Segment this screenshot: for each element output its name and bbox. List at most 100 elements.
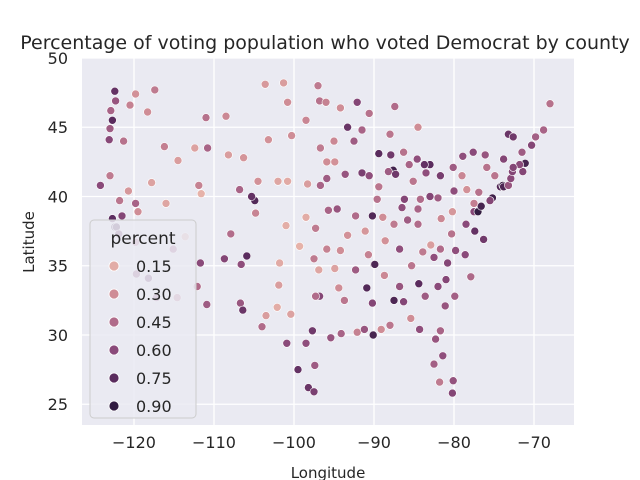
data-point <box>539 125 548 135</box>
data-point <box>390 102 400 111</box>
data-point <box>360 226 370 236</box>
data-point <box>303 179 312 189</box>
data-point <box>332 204 342 214</box>
legend-label: 0.60 <box>136 341 172 360</box>
data-point <box>203 143 212 153</box>
data-point <box>399 297 408 307</box>
data-point <box>293 365 303 374</box>
data-point <box>190 143 200 153</box>
data-point <box>301 338 311 348</box>
data-point <box>490 171 500 180</box>
data-point <box>251 208 260 218</box>
legend-label: 0.90 <box>136 397 172 416</box>
legend: percent 0.15 0.30 0.45 0.60 0.75 0.90 <box>89 219 197 419</box>
data-point <box>150 85 160 95</box>
data-point <box>448 376 458 386</box>
data-point <box>408 177 418 186</box>
data-point <box>447 229 456 239</box>
data-point <box>416 195 425 204</box>
data-point <box>435 377 444 387</box>
data-point <box>482 163 492 172</box>
data-point <box>431 334 440 344</box>
data-point <box>399 147 408 157</box>
data-point <box>321 98 331 107</box>
x-tick-label: −80 <box>437 433 471 452</box>
data-point <box>451 246 460 255</box>
data-point <box>413 219 423 229</box>
data-point <box>545 99 555 108</box>
data-point <box>330 264 340 273</box>
data-point <box>283 98 292 107</box>
data-point <box>115 196 124 205</box>
data-point <box>117 211 127 221</box>
data-point <box>119 136 128 146</box>
data-point <box>415 325 424 334</box>
data-point <box>360 325 369 334</box>
data-point <box>257 322 267 332</box>
data-point <box>336 246 345 255</box>
data-point <box>485 196 495 205</box>
data-point <box>202 300 212 309</box>
data-point <box>397 203 407 212</box>
data-point <box>368 298 377 308</box>
data-point <box>385 129 395 139</box>
data-point <box>108 116 117 125</box>
y-tick-label: 50 <box>48 49 68 68</box>
data-point <box>105 124 115 133</box>
data-point <box>343 122 352 132</box>
data-point <box>374 149 384 158</box>
data-point <box>272 302 282 312</box>
data-point <box>412 154 422 164</box>
data-point <box>499 154 508 164</box>
data-point <box>508 163 518 172</box>
data-point <box>531 132 540 142</box>
data-point <box>389 296 399 305</box>
data-point <box>283 177 292 186</box>
data-point <box>316 181 325 190</box>
data-point <box>308 326 317 336</box>
data-point <box>404 160 414 169</box>
data-point <box>413 204 423 214</box>
y-tick-label: 30 <box>48 326 68 345</box>
data-point <box>349 136 359 146</box>
data-point <box>161 199 171 208</box>
data-point <box>391 170 400 179</box>
data-point <box>316 143 325 153</box>
legend-entries: 0.15 0.30 0.45 0.60 0.75 0.90 <box>108 257 172 416</box>
data-point <box>242 251 252 261</box>
data-point <box>309 254 319 264</box>
data-point <box>362 283 372 293</box>
data-point <box>433 282 443 291</box>
data-point <box>239 153 248 162</box>
data-point <box>378 213 388 222</box>
y-axis-label: Latitude <box>20 211 38 273</box>
legend-marker <box>108 400 120 412</box>
data-point <box>376 325 386 334</box>
data-point <box>329 136 339 146</box>
data-point <box>238 305 248 315</box>
data-point <box>386 150 396 160</box>
data-point <box>518 167 528 176</box>
data-point <box>380 271 389 280</box>
data-point <box>436 326 445 336</box>
data-point <box>201 113 211 122</box>
data-point <box>357 168 367 178</box>
data-point <box>527 140 536 150</box>
data-point <box>286 309 296 319</box>
data-point <box>310 361 320 370</box>
data-point <box>160 142 169 151</box>
y-tick-labels: 25 30 35 40 45 50 <box>48 49 68 414</box>
data-point <box>443 258 452 268</box>
data-point <box>474 188 484 197</box>
x-axis-label: Longitude <box>291 464 366 480</box>
data-point <box>466 272 476 282</box>
y-tick-label: 35 <box>48 257 68 276</box>
data-point <box>368 330 378 340</box>
data-point <box>395 282 404 291</box>
data-point <box>352 327 362 337</box>
data-point <box>106 106 116 115</box>
data-point <box>400 195 409 204</box>
data-point <box>322 174 332 183</box>
data-point <box>418 247 428 257</box>
